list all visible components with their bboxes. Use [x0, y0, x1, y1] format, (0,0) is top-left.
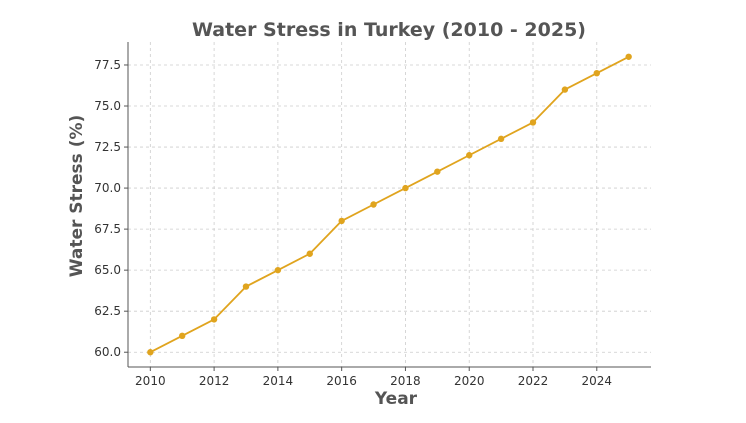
- data-point: [147, 349, 154, 356]
- axes: [127, 42, 651, 368]
- series-layer: [147, 53, 632, 356]
- y-tick-label: 62.5: [94, 304, 121, 318]
- x-axis-label: Year: [374, 389, 418, 409]
- data-point: [466, 152, 473, 159]
- data-point: [274, 266, 282, 274]
- data-point: [402, 184, 409, 192]
- data-point: [561, 86, 569, 93]
- x-tick-label: 2024: [582, 374, 613, 388]
- data-point: [497, 135, 505, 143]
- y-tick-label: 67.5: [94, 222, 121, 236]
- x-tick-label: 2012: [199, 374, 230, 388]
- y-axis-ticks: 60.0 62.5 65.0 67.5 70.0 72.5 75.0 77.5: [94, 58, 128, 359]
- y-tick-label: 72.5: [94, 140, 121, 154]
- y-tick-label: 60.0: [94, 345, 121, 359]
- data-point: [338, 217, 345, 225]
- data-point: [593, 69, 600, 77]
- data-point: [242, 283, 250, 290]
- x-tick-label: 2014: [263, 374, 294, 388]
- x-axis-ticks: 2010 2012 2014 2016 2018 2020 2022 2024: [135, 367, 612, 388]
- x-tick-label: 2022: [518, 374, 549, 388]
- y-axis-label: Water Stress (%): [67, 115, 87, 278]
- data-point: [306, 250, 313, 257]
- y-tick-label: 65.0: [94, 263, 121, 277]
- data-point: [625, 53, 632, 60]
- x-tick-label: 2010: [135, 374, 166, 388]
- y-tick-label: 70.0: [94, 181, 121, 195]
- series-line: [149, 55, 630, 354]
- x-tick-label: 2020: [454, 374, 485, 388]
- data-point: [179, 332, 186, 340]
- y-tick-label: 77.5: [94, 58, 121, 72]
- data-point: [210, 316, 218, 323]
- x-tick-label: 2016: [326, 374, 357, 388]
- data-point: [529, 119, 537, 126]
- chart-title: Water Stress in Turkey (2010 - 2025): [192, 19, 586, 41]
- grid: [128, 42, 651, 367]
- data-point: [370, 201, 377, 208]
- x-tick-label: 2018: [390, 374, 421, 388]
- y-tick-label: 75.0: [94, 99, 121, 113]
- data-point: [434, 168, 441, 175]
